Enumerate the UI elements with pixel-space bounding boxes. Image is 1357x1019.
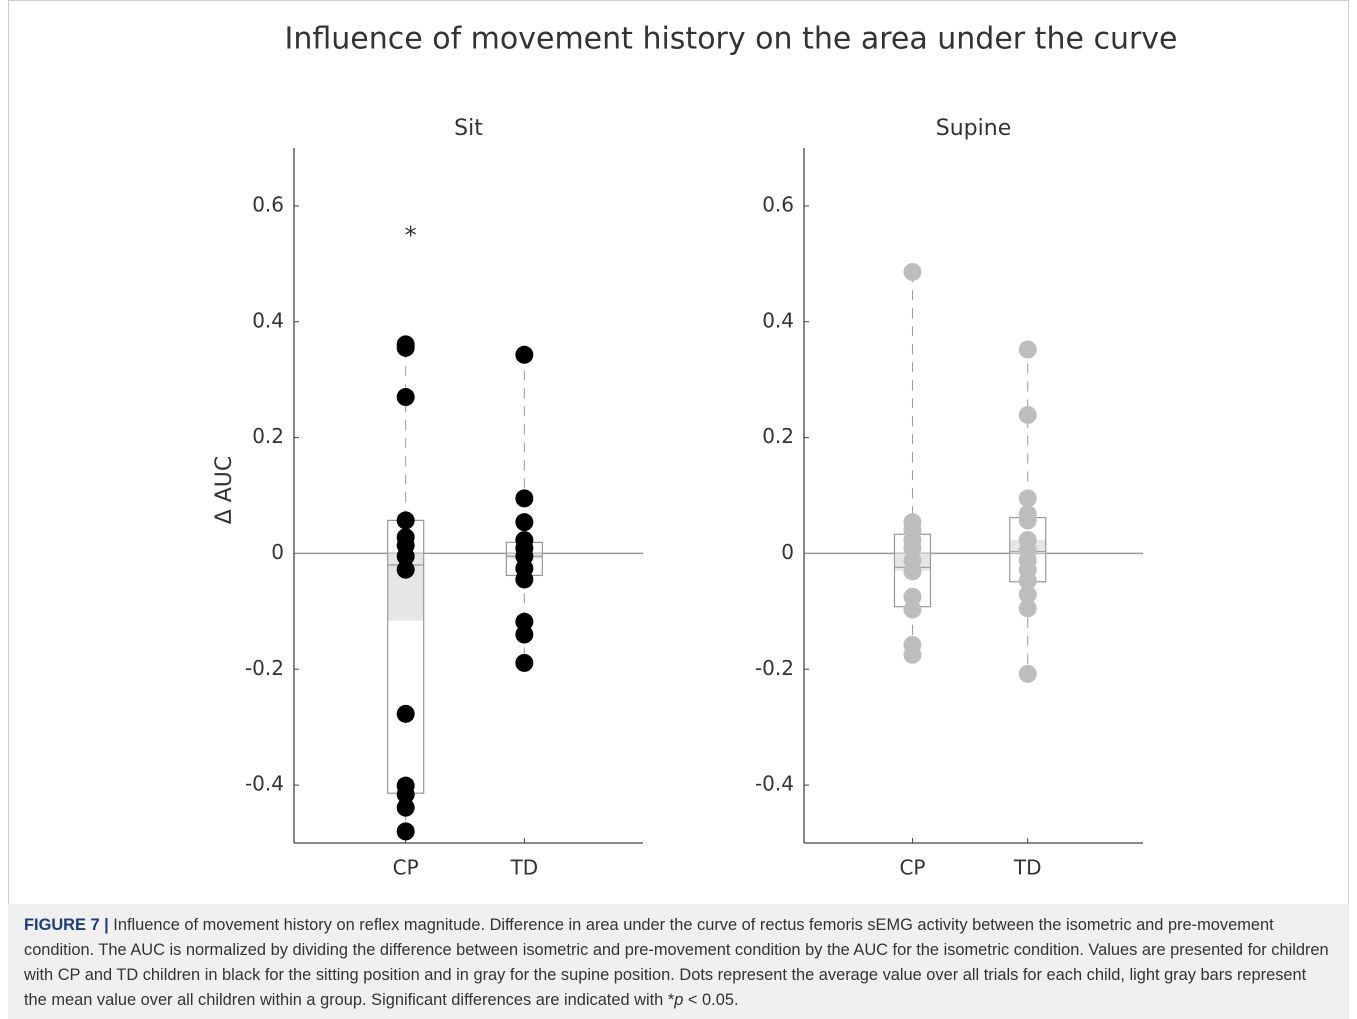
- data-point: [903, 600, 922, 619]
- data-point: [1018, 599, 1037, 618]
- data-point: [1018, 664, 1037, 683]
- y-tick-label: -0.2: [755, 656, 794, 680]
- y-tick-label: 0.4: [252, 308, 284, 332]
- data-point: [515, 489, 534, 508]
- caption-tail: < 0.05.: [687, 991, 739, 1009]
- data-point: [396, 704, 415, 723]
- data-point: [515, 625, 534, 644]
- data-point: [396, 547, 415, 566]
- data-point: [1018, 511, 1037, 530]
- x-tick-label: TD: [1013, 856, 1042, 880]
- subplot-title: Supine: [936, 116, 1011, 141]
- data-point: [396, 785, 415, 804]
- y-tick-label: -0.2: [245, 656, 284, 680]
- data-point: [1018, 585, 1037, 604]
- data-point: [515, 513, 534, 532]
- data-point: [1018, 571, 1037, 590]
- data-point: [396, 798, 415, 817]
- caption-text: Influence of movement history on reflex …: [24, 916, 1329, 1009]
- data-point: [396, 822, 415, 841]
- y-tick-label: 0.2: [252, 424, 284, 448]
- data-point: [1018, 405, 1037, 424]
- x-tick-label: CP: [393, 856, 419, 880]
- data-point: [903, 587, 922, 606]
- data-point: [903, 645, 922, 664]
- caption-italic: p: [674, 991, 684, 1009]
- figure-border: [8, 0, 1349, 1019]
- data-point: [515, 345, 534, 364]
- y-tick-label: 0: [781, 540, 794, 564]
- y-tick-label: 0.6: [252, 192, 284, 216]
- data-point: [515, 653, 534, 672]
- y-tick-label: 0: [271, 540, 284, 564]
- y-axis-label: Δ AUC: [212, 456, 237, 525]
- significance-marker: *: [405, 221, 417, 249]
- caption: FIGURE 7 | Influence of movement history…: [8, 904, 1349, 1019]
- caption-label: FIGURE 7 |: [24, 916, 109, 934]
- data-point: [515, 612, 534, 631]
- data-point: [396, 560, 415, 579]
- data-point: [396, 338, 415, 357]
- y-tick-label: 0.4: [762, 308, 794, 332]
- data-point: [1018, 489, 1037, 508]
- data-point: [903, 262, 922, 281]
- subplot-title: Sit: [454, 116, 483, 141]
- chart-title: Influence of movement history on the are…: [284, 22, 1177, 57]
- data-point: [903, 562, 922, 581]
- y-tick-label: -0.4: [245, 772, 284, 796]
- data-point: [1018, 340, 1037, 359]
- x-tick-label: CP: [899, 856, 925, 880]
- data-point: [396, 388, 415, 407]
- y-tick-label: -0.4: [755, 772, 794, 796]
- y-tick-label: 0.6: [762, 192, 794, 216]
- data-point: [396, 511, 415, 530]
- data-point: [515, 570, 534, 589]
- y-tick-label: 0.2: [762, 424, 794, 448]
- x-tick-label: TD: [510, 856, 539, 880]
